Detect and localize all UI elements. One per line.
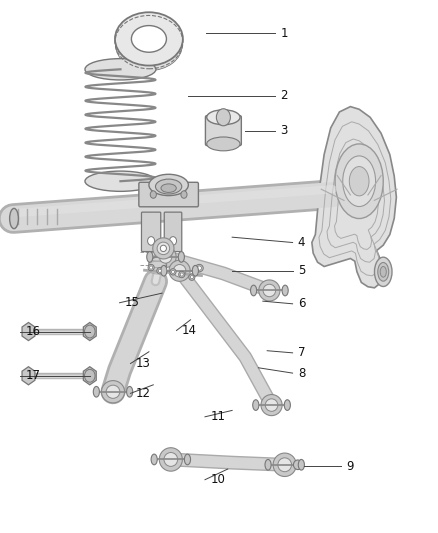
- Ellipse shape: [131, 26, 166, 52]
- Text: 1: 1: [280, 27, 288, 39]
- Text: 14: 14: [182, 324, 197, 337]
- Ellipse shape: [195, 264, 203, 272]
- Ellipse shape: [149, 174, 188, 196]
- Ellipse shape: [380, 266, 386, 277]
- Text: 17: 17: [25, 369, 40, 382]
- Ellipse shape: [106, 385, 120, 398]
- Ellipse shape: [159, 269, 162, 272]
- Ellipse shape: [197, 266, 201, 270]
- FancyBboxPatch shape: [139, 182, 198, 207]
- Ellipse shape: [273, 453, 296, 477]
- Ellipse shape: [179, 271, 185, 278]
- Ellipse shape: [343, 156, 376, 206]
- Polygon shape: [312, 107, 396, 288]
- Text: 8: 8: [298, 367, 305, 379]
- Ellipse shape: [259, 280, 280, 301]
- Ellipse shape: [378, 263, 389, 281]
- Ellipse shape: [192, 265, 198, 276]
- Text: 3: 3: [280, 124, 288, 137]
- Ellipse shape: [157, 268, 163, 274]
- Ellipse shape: [164, 453, 178, 466]
- FancyBboxPatch shape: [164, 212, 182, 252]
- Circle shape: [170, 237, 177, 245]
- Ellipse shape: [169, 260, 190, 281]
- Ellipse shape: [85, 171, 156, 191]
- Ellipse shape: [284, 400, 290, 410]
- Ellipse shape: [157, 242, 170, 255]
- Ellipse shape: [293, 460, 302, 470]
- Ellipse shape: [155, 246, 176, 268]
- Ellipse shape: [153, 238, 174, 259]
- Ellipse shape: [298, 459, 304, 470]
- Ellipse shape: [172, 270, 174, 273]
- Ellipse shape: [278, 458, 292, 472]
- Ellipse shape: [263, 284, 276, 297]
- Ellipse shape: [170, 269, 176, 275]
- Ellipse shape: [85, 59, 156, 80]
- Ellipse shape: [159, 448, 182, 471]
- Ellipse shape: [251, 285, 257, 296]
- Ellipse shape: [265, 459, 271, 470]
- Text: 10: 10: [210, 473, 225, 486]
- Ellipse shape: [149, 266, 152, 269]
- Ellipse shape: [155, 179, 182, 194]
- Ellipse shape: [207, 137, 240, 151]
- Ellipse shape: [253, 400, 259, 410]
- Ellipse shape: [161, 265, 167, 276]
- FancyBboxPatch shape: [141, 212, 161, 252]
- Ellipse shape: [374, 257, 392, 287]
- Text: 12: 12: [136, 387, 151, 400]
- Text: 16: 16: [25, 325, 40, 338]
- Ellipse shape: [261, 394, 282, 416]
- Ellipse shape: [161, 184, 176, 192]
- Ellipse shape: [127, 386, 133, 397]
- Ellipse shape: [184, 454, 191, 465]
- Ellipse shape: [160, 245, 166, 252]
- Ellipse shape: [173, 264, 186, 277]
- Ellipse shape: [93, 386, 99, 397]
- Ellipse shape: [207, 110, 240, 125]
- Text: 4: 4: [298, 236, 305, 249]
- Text: 6: 6: [298, 297, 305, 310]
- Ellipse shape: [349, 166, 369, 196]
- Ellipse shape: [147, 252, 153, 262]
- FancyBboxPatch shape: [205, 116, 241, 146]
- Ellipse shape: [159, 251, 172, 263]
- Circle shape: [148, 237, 155, 245]
- Ellipse shape: [102, 381, 124, 403]
- Ellipse shape: [265, 399, 278, 411]
- Circle shape: [216, 109, 230, 126]
- Ellipse shape: [148, 264, 154, 271]
- Text: 9: 9: [346, 460, 353, 473]
- Text: 15: 15: [125, 296, 140, 309]
- Text: 13: 13: [136, 357, 151, 370]
- Ellipse shape: [115, 12, 183, 66]
- Ellipse shape: [149, 257, 166, 272]
- Ellipse shape: [151, 454, 157, 465]
- Ellipse shape: [190, 276, 193, 279]
- Ellipse shape: [116, 20, 182, 70]
- Ellipse shape: [180, 273, 183, 276]
- Text: 7: 7: [298, 346, 305, 359]
- Ellipse shape: [335, 144, 383, 219]
- Ellipse shape: [282, 285, 288, 296]
- Circle shape: [181, 191, 187, 198]
- Ellipse shape: [178, 252, 184, 262]
- Ellipse shape: [189, 274, 195, 280]
- Circle shape: [150, 191, 156, 198]
- Text: 5: 5: [298, 264, 305, 277]
- Ellipse shape: [10, 208, 18, 229]
- Text: 11: 11: [210, 410, 225, 423]
- Text: 2: 2: [280, 90, 288, 102]
